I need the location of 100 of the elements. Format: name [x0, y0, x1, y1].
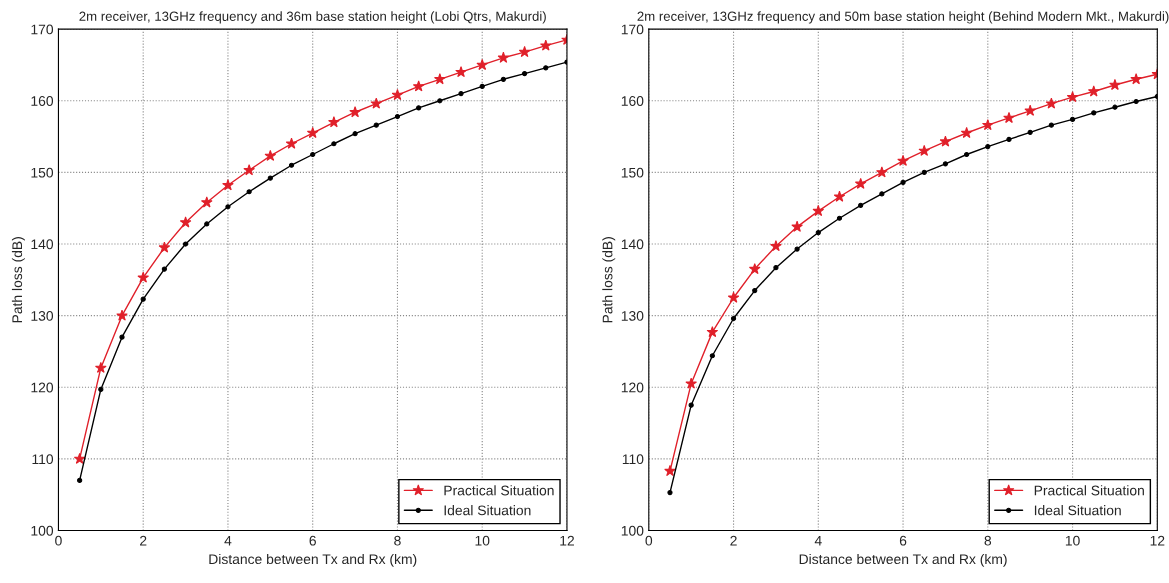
y-tick-label: 100 — [31, 525, 54, 536]
point — [921, 169, 927, 175]
x-tick-label: 8 — [394, 535, 401, 546]
point — [521, 70, 528, 77]
y-tick-label: 140 — [621, 239, 644, 250]
point — [285, 137, 298, 149]
point — [455, 66, 467, 78]
point — [685, 377, 697, 389]
point — [1024, 104, 1036, 116]
point — [964, 151, 970, 158]
point — [434, 73, 446, 85]
point — [182, 241, 189, 247]
point — [243, 164, 255, 176]
point — [140, 296, 146, 302]
point — [500, 76, 506, 82]
point — [518, 45, 531, 58]
x-tick-label: 6 — [899, 535, 907, 546]
point — [98, 386, 104, 393]
x-tick-label: 0 — [645, 535, 653, 546]
point — [352, 131, 358, 137]
point — [246, 189, 252, 195]
x-tick-label: 2 — [730, 535, 737, 546]
point — [370, 97, 383, 109]
point — [1109, 78, 1121, 91]
point — [306, 126, 319, 139]
point — [222, 179, 234, 191]
point — [667, 489, 673, 496]
y-tick-label: 120 — [621, 382, 644, 393]
point — [1048, 122, 1054, 128]
point — [773, 265, 779, 271]
point — [812, 205, 825, 217]
point — [1066, 91, 1079, 103]
x-tick-label: 4 — [814, 535, 822, 546]
point — [730, 315, 737, 322]
point — [1003, 111, 1015, 123]
x-tick-label: 12 — [560, 535, 574, 546]
y-tick-label: 170 — [31, 24, 54, 35]
point — [706, 326, 719, 338]
point — [748, 263, 761, 275]
point — [1091, 110, 1097, 116]
point — [437, 98, 443, 104]
point — [416, 105, 422, 111]
point — [688, 402, 694, 408]
point — [119, 334, 125, 340]
point — [1027, 129, 1033, 135]
point — [791, 220, 803, 232]
point — [328, 116, 340, 128]
chart-title: 2m receiver, 13GHz frequency and 36m base station height (Lobi Qtrs, Makurdi) — [79, 11, 546, 24]
point — [458, 91, 464, 97]
x-tick-label: 2 — [140, 535, 147, 546]
point — [225, 204, 231, 210]
x-axis-title: Distance between Tx and Rx (km) — [209, 553, 417, 567]
point — [116, 309, 128, 321]
x-tick-label: 0 — [55, 535, 62, 546]
point — [497, 51, 510, 63]
point — [264, 149, 277, 161]
point — [960, 126, 973, 139]
x-axis-title: Distance between Tx and Rx (km) — [799, 553, 1007, 567]
y-tick-label: 160 — [621, 96, 644, 106]
point — [267, 175, 273, 181]
x-tick-label: 6 — [309, 535, 316, 546]
point — [539, 39, 552, 51]
point — [664, 465, 676, 477]
point — [752, 287, 758, 294]
y-tick-label: 110 — [622, 454, 644, 465]
point — [1069, 116, 1076, 122]
point — [77, 477, 83, 483]
y-tick-label: 160 — [31, 96, 54, 106]
point — [794, 246, 800, 252]
point — [158, 241, 171, 253]
point — [95, 361, 107, 373]
point — [373, 122, 379, 128]
y-axis-title: Path loss (dB) — [602, 237, 616, 323]
point — [161, 266, 167, 272]
x-tick-label: 4 — [224, 535, 232, 546]
point — [331, 141, 337, 147]
y-tick-label: 150 — [621, 167, 644, 178]
legend-label: Ideal Situation — [444, 505, 531, 516]
point — [1087, 85, 1100, 97]
point — [204, 221, 210, 227]
x-tick-label: 12 — [1150, 535, 1165, 546]
y-tick-label: 130 — [31, 310, 54, 321]
point — [310, 151, 316, 158]
point — [476, 58, 489, 70]
y-tick-label: 130 — [621, 310, 644, 321]
point — [709, 353, 715, 359]
point — [942, 161, 949, 167]
point — [982, 119, 994, 131]
point — [394, 113, 401, 120]
point — [1112, 104, 1118, 110]
point — [543, 65, 549, 71]
y-tick-label: 100 — [621, 525, 644, 536]
point — [727, 291, 740, 303]
chart-title: 2m receiver, 13GHz frequency and 50m base station height (Behind Modern Mkt., Makurdi) — [637, 11, 1169, 24]
point — [897, 154, 909, 166]
point — [200, 196, 213, 208]
x-tick-label: 10 — [1065, 535, 1080, 546]
point — [349, 106, 361, 118]
point — [479, 83, 485, 90]
x-tick-label: 10 — [475, 535, 490, 546]
